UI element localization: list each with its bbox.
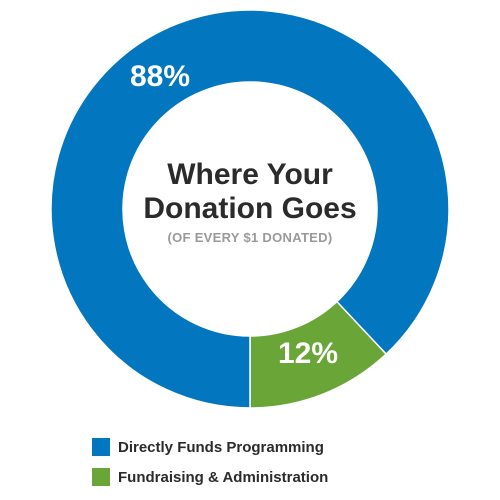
legend-swatch-programming bbox=[92, 438, 110, 456]
legend-item-fundraising: Fundraising & Administration bbox=[92, 466, 328, 488]
chart-title-line-1: Where Your bbox=[167, 158, 333, 191]
chart-title: Where Your Donation Goes bbox=[100, 158, 400, 226]
slice-label-programming: 88% bbox=[130, 60, 190, 93]
slice-programming bbox=[50, 9, 450, 409]
donut-chart: 88% 12% bbox=[50, 9, 450, 409]
legend: Directly Funds Programming Fundraising &… bbox=[92, 436, 328, 496]
legend-label-programming: Directly Funds Programming bbox=[118, 438, 324, 456]
legend-swatch-fundraising bbox=[92, 468, 110, 486]
legend-label-fundraising: Fundraising & Administration bbox=[118, 468, 329, 486]
chart-title-line-2: Donation Goes bbox=[143, 192, 357, 225]
legend-item-programming: Directly Funds Programming bbox=[92, 436, 328, 458]
slice-label-fundraising: 12% bbox=[278, 337, 338, 370]
chart-subtitle: (OF EVERY $1 DONATED) bbox=[167, 230, 333, 245]
